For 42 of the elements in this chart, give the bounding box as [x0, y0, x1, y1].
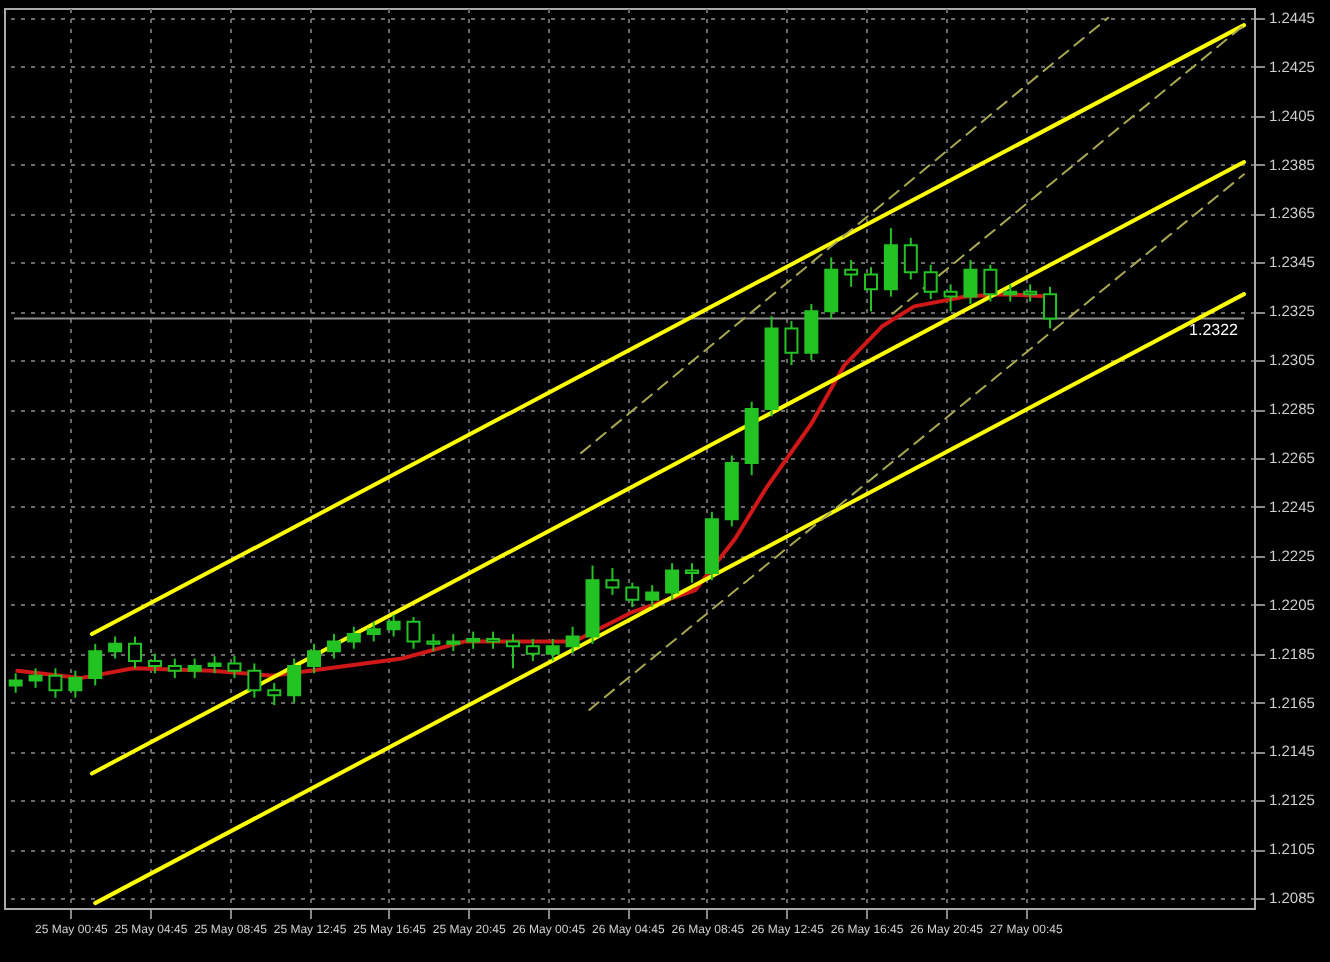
- candlestick: [267, 682, 282, 707]
- candlestick: [8, 672, 23, 694]
- candlestick: [48, 667, 63, 699]
- candlestick: [68, 669, 83, 699]
- candlestick: [605, 567, 620, 596]
- candlestick: [684, 562, 699, 584]
- candlestick: [963, 258, 978, 305]
- candlestick: [1043, 285, 1058, 330]
- candlestick: [665, 562, 680, 601]
- candlestick: [28, 667, 43, 689]
- candlestick: [287, 657, 302, 704]
- candlestick: [903, 236, 918, 281]
- candlestick: [923, 263, 938, 301]
- candlestick: [88, 642, 103, 687]
- candlestick: [167, 657, 182, 680]
- candlestick: [565, 625, 580, 655]
- candlestick: [625, 581, 640, 609]
- candlestick: [824, 256, 839, 320]
- candlestick: [247, 662, 262, 699]
- ref-line-label: 1.2322: [1189, 320, 1240, 339]
- candlestick: [983, 263, 998, 303]
- candlestick: [346, 625, 361, 650]
- candlestick: [108, 635, 123, 660]
- candlestick: [406, 615, 421, 650]
- candlestick: [505, 633, 520, 670]
- candlestick: [645, 584, 660, 609]
- candlestick: [187, 657, 202, 680]
- candlestick: [386, 613, 401, 638]
- candlestick: [844, 258, 859, 288]
- candlestick: [147, 652, 162, 675]
- candlestick: [545, 637, 560, 662]
- candlestick: [525, 637, 540, 662]
- candlestick: [128, 635, 143, 670]
- candlestick: [804, 302, 819, 362]
- candlestick: [883, 227, 898, 298]
- candlestick: [366, 620, 381, 643]
- candlestick: [307, 642, 322, 675]
- candlestick: [326, 633, 341, 660]
- candlestick: [784, 320, 799, 367]
- candlestick: [943, 283, 958, 313]
- candlestick: [864, 266, 879, 313]
- candlestick: [227, 655, 242, 680]
